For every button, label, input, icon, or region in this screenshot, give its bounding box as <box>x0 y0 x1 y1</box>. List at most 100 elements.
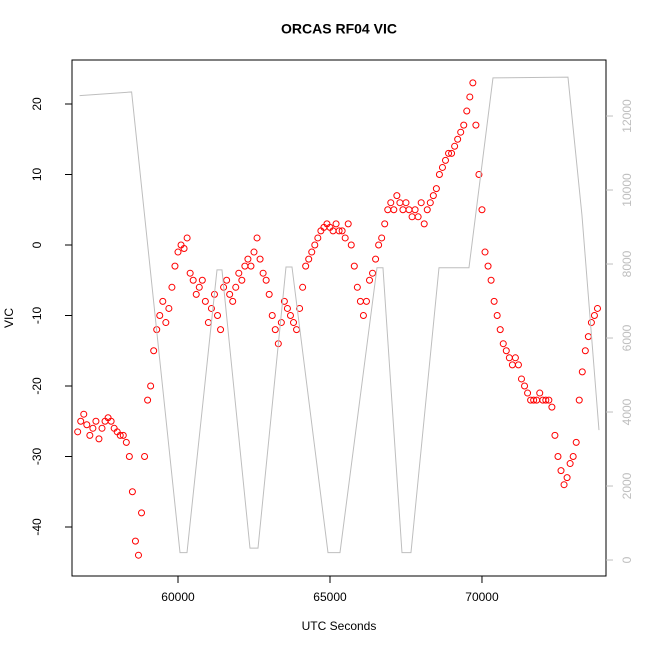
data-point <box>186 269 194 277</box>
data-point <box>429 192 437 200</box>
data-point <box>259 269 267 277</box>
data-point <box>366 276 374 284</box>
data-point <box>183 234 191 242</box>
data-point <box>457 128 465 136</box>
data-point <box>514 361 522 369</box>
y2-tick-label: 2000 <box>620 472 634 499</box>
data-point <box>584 333 592 341</box>
data-point <box>165 304 173 312</box>
data-point <box>393 192 401 200</box>
data-point <box>396 199 404 207</box>
data-point <box>92 417 100 425</box>
data-point <box>229 297 237 305</box>
data-point <box>107 417 115 425</box>
data-point <box>435 170 443 178</box>
data-point <box>484 262 492 270</box>
data-point <box>566 460 574 468</box>
data-point <box>581 347 589 355</box>
data-point <box>223 276 231 284</box>
data-point <box>119 431 127 439</box>
chart-title: ORCAS RF04 VIC <box>281 21 397 37</box>
data-point <box>171 262 179 270</box>
data-point <box>286 311 294 319</box>
y-tick-label: -30 <box>30 448 44 466</box>
data-point <box>399 206 407 214</box>
data-point <box>487 276 495 284</box>
data-point <box>283 304 291 312</box>
data-point <box>217 326 225 334</box>
data-point <box>378 234 386 242</box>
data-point <box>451 142 459 150</box>
data-point <box>253 234 261 242</box>
data-point <box>414 213 422 221</box>
data-point <box>578 368 586 376</box>
data-point <box>256 255 264 263</box>
data-point <box>235 269 243 277</box>
data-point <box>530 396 538 404</box>
y-tick-label: -10 <box>30 306 44 324</box>
data-point <box>499 340 507 348</box>
data-point <box>517 375 525 383</box>
data-point <box>551 431 559 439</box>
data-point <box>138 509 146 517</box>
data-point <box>545 396 553 404</box>
data-point <box>338 227 346 235</box>
data-point <box>332 220 340 228</box>
y2-tick-label: 10000 <box>620 173 634 207</box>
data-point <box>496 326 504 334</box>
data-point <box>536 389 544 397</box>
y2-tick-label: 12000 <box>620 99 634 133</box>
data-point <box>80 410 88 418</box>
data-point <box>147 382 155 390</box>
data-point <box>192 290 200 298</box>
data-point <box>381 220 389 228</box>
data-point <box>238 276 246 284</box>
x-axis-label: UTC Seconds <box>302 619 377 633</box>
data-point <box>214 311 222 319</box>
data-point <box>402 199 410 207</box>
y-tick-label: -20 <box>30 377 44 395</box>
data-point <box>463 107 471 115</box>
data-point <box>141 453 149 461</box>
x-tick-label: 60000 <box>161 590 195 604</box>
data-point <box>125 453 133 461</box>
data-point <box>350 262 358 270</box>
data-point <box>438 163 446 171</box>
data-point <box>226 290 234 298</box>
data-point <box>521 382 529 390</box>
data-point <box>423 206 431 214</box>
data-point <box>481 248 489 256</box>
data-point <box>131 537 139 545</box>
data-point <box>390 206 398 214</box>
data-point <box>511 354 519 362</box>
data-point <box>548 403 556 411</box>
data-point <box>347 241 355 249</box>
data-point <box>341 234 349 242</box>
data-point <box>587 319 595 327</box>
data-point <box>204 319 212 327</box>
data-point <box>441 156 449 164</box>
y2-tick-label: 6000 <box>620 324 634 351</box>
data-point <box>195 283 203 291</box>
data-point <box>180 245 188 253</box>
data-point <box>280 297 288 305</box>
data-point <box>542 396 550 404</box>
data-point <box>241 262 249 270</box>
y-tick-label: 0 <box>30 241 44 248</box>
data-point <box>469 79 477 87</box>
data-point <box>168 283 176 291</box>
data-point <box>305 255 313 263</box>
data-point <box>150 347 158 355</box>
data-point <box>411 206 419 214</box>
data-point <box>128 488 136 496</box>
data-point <box>89 424 97 432</box>
x-tick-label: 65000 <box>313 590 347 604</box>
data-point <box>277 319 285 327</box>
plot-frame <box>71 59 607 577</box>
data-point <box>250 248 258 256</box>
data-point <box>362 297 370 305</box>
data-point <box>74 428 82 436</box>
data-point <box>432 185 440 193</box>
y-axis-label: VIC <box>2 308 16 328</box>
data-point <box>77 417 85 425</box>
